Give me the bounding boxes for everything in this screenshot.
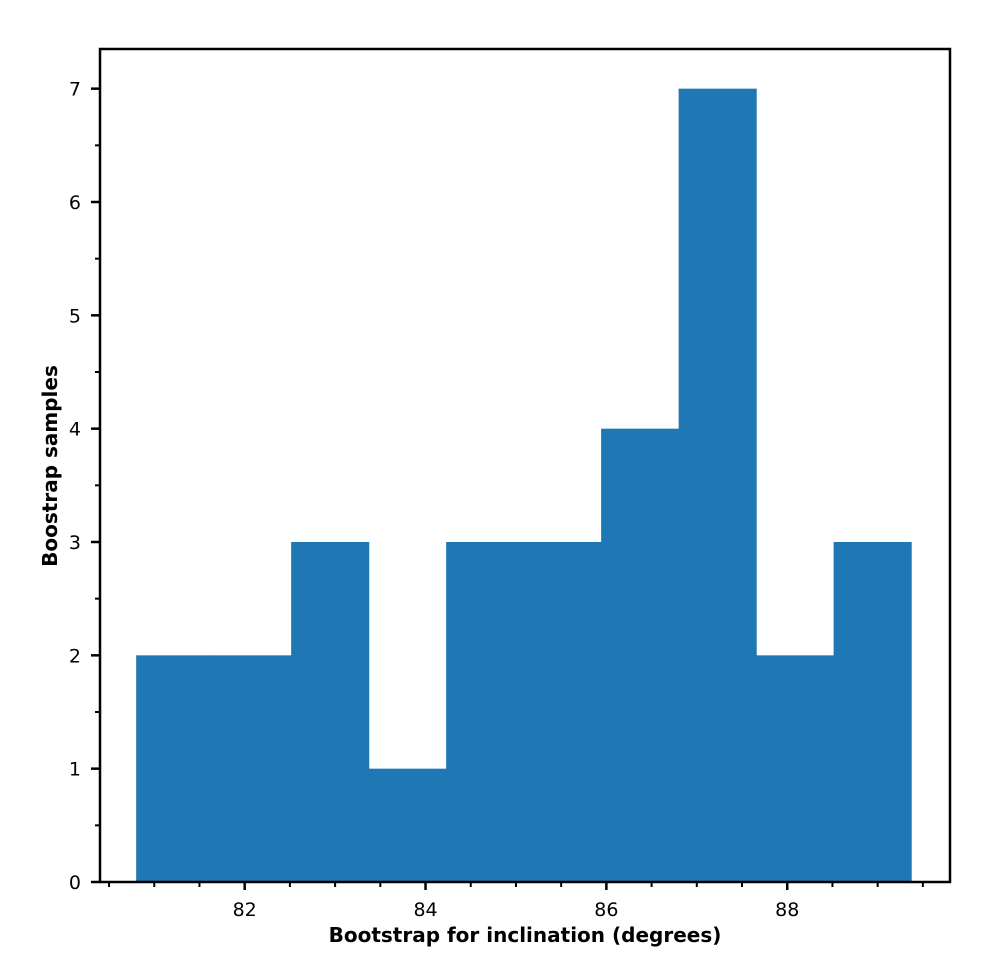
bars-group [136,88,912,882]
y-tick-label: 7 [69,79,81,101]
y-tick-label: 2 [69,645,81,667]
histogram-bar [136,655,215,882]
x-tick-label: 86 [594,899,618,921]
plot-frame [98,47,952,884]
x-tick-label: 84 [413,899,437,921]
y-tick-label: 1 [69,759,81,781]
y-tick-label: 0 [69,872,81,894]
y-tick-label: 6 [69,192,81,214]
x-tick-label: 88 [775,899,799,921]
x-tick-label: 82 [233,899,257,921]
histogram-bar [523,542,602,882]
histogram-bar [833,542,912,882]
histogram-bar [213,655,292,882]
x-axis-ticks: 82 84 86 88 [108,882,924,921]
y-tick-label: 5 [69,305,81,327]
y-tick-label: 3 [69,532,81,554]
histogram-bar [601,428,680,882]
histogram-bar [678,88,757,882]
histogram-bar [446,542,525,882]
y-tick-label: 4 [69,419,81,441]
x-axis-label: Bootstrap for inclination (degrees) [329,923,722,947]
histogram-bar [368,768,447,882]
y-axis-ticks: 0 1 2 3 4 5 6 7 [69,79,100,894]
histogram-bar [291,542,370,882]
histogram-bar [756,655,835,882]
y-axis-label: Boostrap samples [38,365,62,567]
